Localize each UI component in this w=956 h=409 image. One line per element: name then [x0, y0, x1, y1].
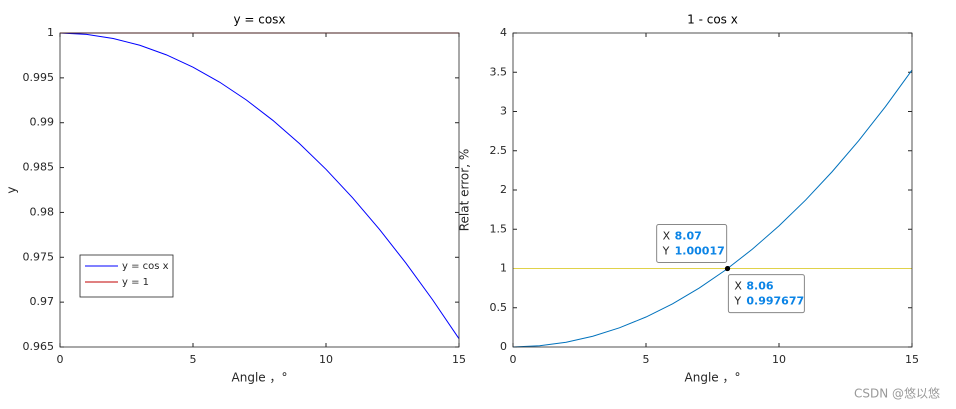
y-axis-label: Relat error, %: [458, 149, 472, 231]
plot-area: [60, 33, 459, 347]
datatip-value: 8.06: [746, 280, 773, 293]
datatip-axis-label: Y: [662, 244, 670, 257]
y-tick-label: 4: [500, 26, 507, 39]
datatip-point: [724, 266, 730, 272]
x-tick-label: 15: [905, 353, 919, 366]
watermark: CSDN @悠以悠: [854, 386, 940, 401]
datatip-axis-label: X: [734, 280, 742, 293]
datatip-value: 1.00017: [675, 244, 725, 257]
y-tick-label: 0.995: [23, 71, 55, 84]
x-axis-label: Angle ，°: [232, 371, 288, 385]
y-tick-label: 0.965: [23, 340, 55, 353]
y-tick-label: 0.98: [30, 205, 55, 218]
y-tick-label: 1.5: [490, 222, 508, 235]
x-axis-label: Angle ，°: [685, 371, 741, 385]
x-tick-label: 10: [319, 353, 333, 366]
y-tick-label: 0.985: [23, 161, 55, 174]
x-tick-label: 5: [190, 353, 197, 366]
chart-title: 1 - cos x: [687, 13, 738, 27]
x-tick-label: 5: [643, 353, 650, 366]
datatip-box: [656, 223, 728, 263]
legend-box: [79, 254, 174, 298]
y-axis-label: y: [5, 186, 19, 193]
y-tick-label: 3.5: [490, 65, 508, 78]
y-tick-label: 1: [500, 262, 507, 275]
y-tick-label: 0.97: [30, 295, 55, 308]
y-tick-label: 0: [500, 340, 507, 353]
datatip-box: [727, 274, 805, 314]
series-line: [59, 32, 460, 339]
axes-box: [512, 32, 913, 348]
plot-area: [513, 33, 912, 347]
chart-title: y = cosx: [233, 13, 285, 27]
x-tick-label: 0: [57, 353, 64, 366]
y-tick-label: 2.5: [490, 144, 508, 157]
datatip-axis-label: X: [663, 229, 671, 242]
datatip-value: 0.997677: [746, 295, 804, 308]
y-tick-label: 1: [47, 26, 54, 39]
axes-box: [59, 32, 460, 348]
x-tick-label: 15: [452, 353, 466, 366]
y-tick-label: 0.975: [23, 250, 55, 263]
x-tick-label: 0: [510, 353, 517, 366]
datatip: X 8.06 Y 0.997677: [727, 274, 805, 314]
series-line: [512, 69, 913, 348]
y-tick-label: 0.5: [490, 301, 508, 314]
x-tick-label: 10: [772, 353, 786, 366]
datatip-axis-label: Y: [733, 295, 741, 308]
legend-label: y = cos x: [122, 261, 169, 272]
legend-label: y = 1: [122, 277, 149, 288]
datatip: X 8.07 Y 1.00017: [656, 223, 728, 263]
y-tick-label: 0.99: [30, 116, 55, 129]
y-tick-label: 3: [500, 105, 507, 118]
datatip-value: 8.07: [675, 229, 702, 242]
y-tick-label: 2: [500, 183, 507, 196]
